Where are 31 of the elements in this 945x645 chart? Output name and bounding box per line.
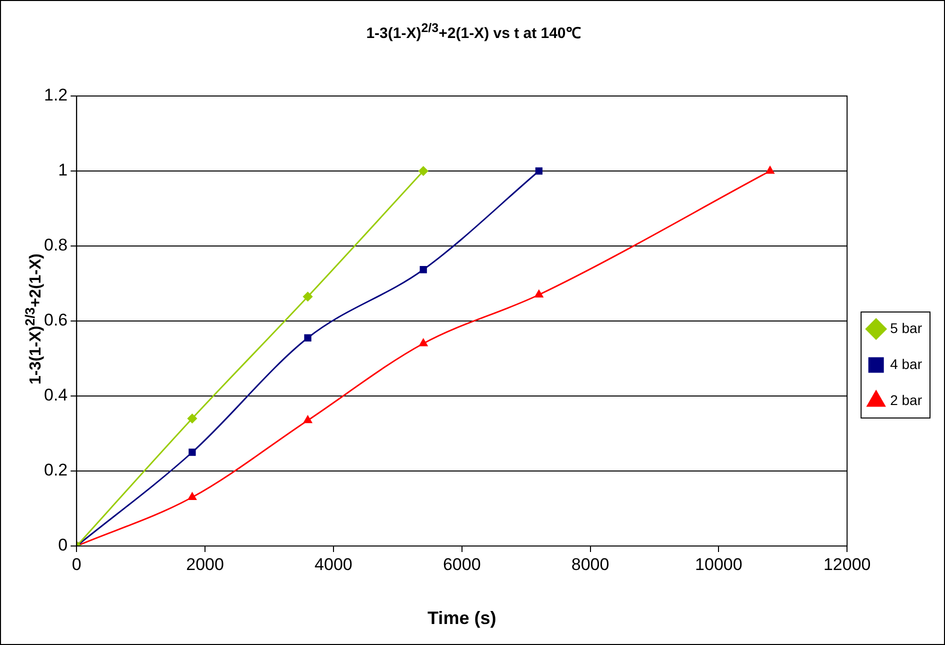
legend-label: 4 bar <box>890 356 922 372</box>
x-tick-label: 12000 <box>823 554 871 574</box>
y-tick-label: 1 <box>58 160 68 180</box>
point <box>304 416 312 424</box>
x-tick-label: 4000 <box>314 554 352 574</box>
x-tick-label: 10000 <box>695 554 742 574</box>
legend-label: 5 bar <box>890 320 922 336</box>
point <box>303 292 313 302</box>
y-tick-label: 0.6 <box>44 310 68 330</box>
legend-label: 2 bar <box>890 392 922 408</box>
chart-title: 1-3(1-X)$^{2/3}$+2(1-X) vs t at 140℃ <box>365 21 582 42</box>
point <box>535 167 542 175</box>
y-tick-label: 0.4 <box>44 386 68 405</box>
x-tick-label: 0 <box>72 554 82 574</box>
point <box>766 166 774 174</box>
point <box>187 414 197 424</box>
point <box>419 338 428 346</box>
point <box>420 266 427 274</box>
x-tick-label: 8000 <box>571 554 610 574</box>
y-tick-label: 0 <box>58 536 68 555</box>
y-tick-label: 0.2 <box>44 460 68 480</box>
point <box>188 448 196 456</box>
point <box>188 492 196 500</box>
x-axis-title: Time (s) <box>428 608 496 628</box>
x-tick-label: 2000 <box>186 554 224 574</box>
y-tick-label: 0.8 <box>44 236 68 255</box>
x-tick-label: 6000 <box>442 554 481 574</box>
y-tick-label: 1.2 <box>44 86 68 105</box>
point <box>418 166 428 176</box>
point <box>534 290 544 298</box>
point <box>304 334 312 342</box>
